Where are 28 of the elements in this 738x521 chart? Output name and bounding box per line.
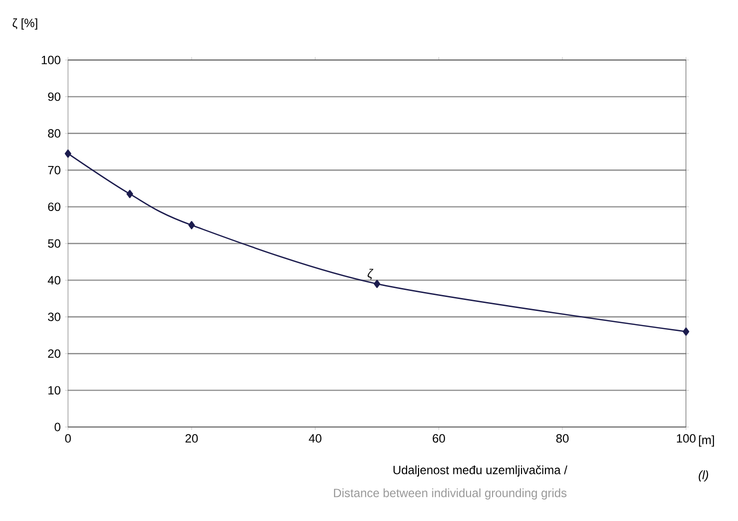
y-tick-label: 60 [48,202,60,212]
x-axis-title: Udaljenost među uzemljivačima / [394,465,568,477]
y-tick-label: 0 [54,422,60,432]
point [682,327,690,336]
x-tick-label: 100 [676,434,696,443]
y-axis-title: ζ [%] [12,18,38,30]
y-tick-label: 30 [48,312,60,322]
y-tick-label: 20 [48,349,60,358]
y-tick-label: 80 [48,129,60,138]
point [126,190,134,198]
y-tick-label: 100 [42,56,60,64]
y-tick-label: 40 [48,276,60,284]
point [188,221,195,230]
x-tick-label: 20 [186,434,198,443]
x-tick-label: 0 [65,434,71,443]
series-label: ζ [368,268,374,280]
x-tick-label: 40 [308,434,322,443]
y-tick-label: 10 [48,386,60,395]
x-tick-label: 80 [556,434,569,443]
text: [m] [699,435,714,447]
text: Distance between individual grounding grids [334,488,566,500]
y-tick-label: 90 [48,92,60,101]
text: (l) [698,470,708,482]
y-tick-label: 70 [48,166,60,174]
y-tick-label: 50 [48,239,60,248]
x-tick-label: 60 [432,434,445,443]
point [374,280,380,288]
point [64,149,72,158]
